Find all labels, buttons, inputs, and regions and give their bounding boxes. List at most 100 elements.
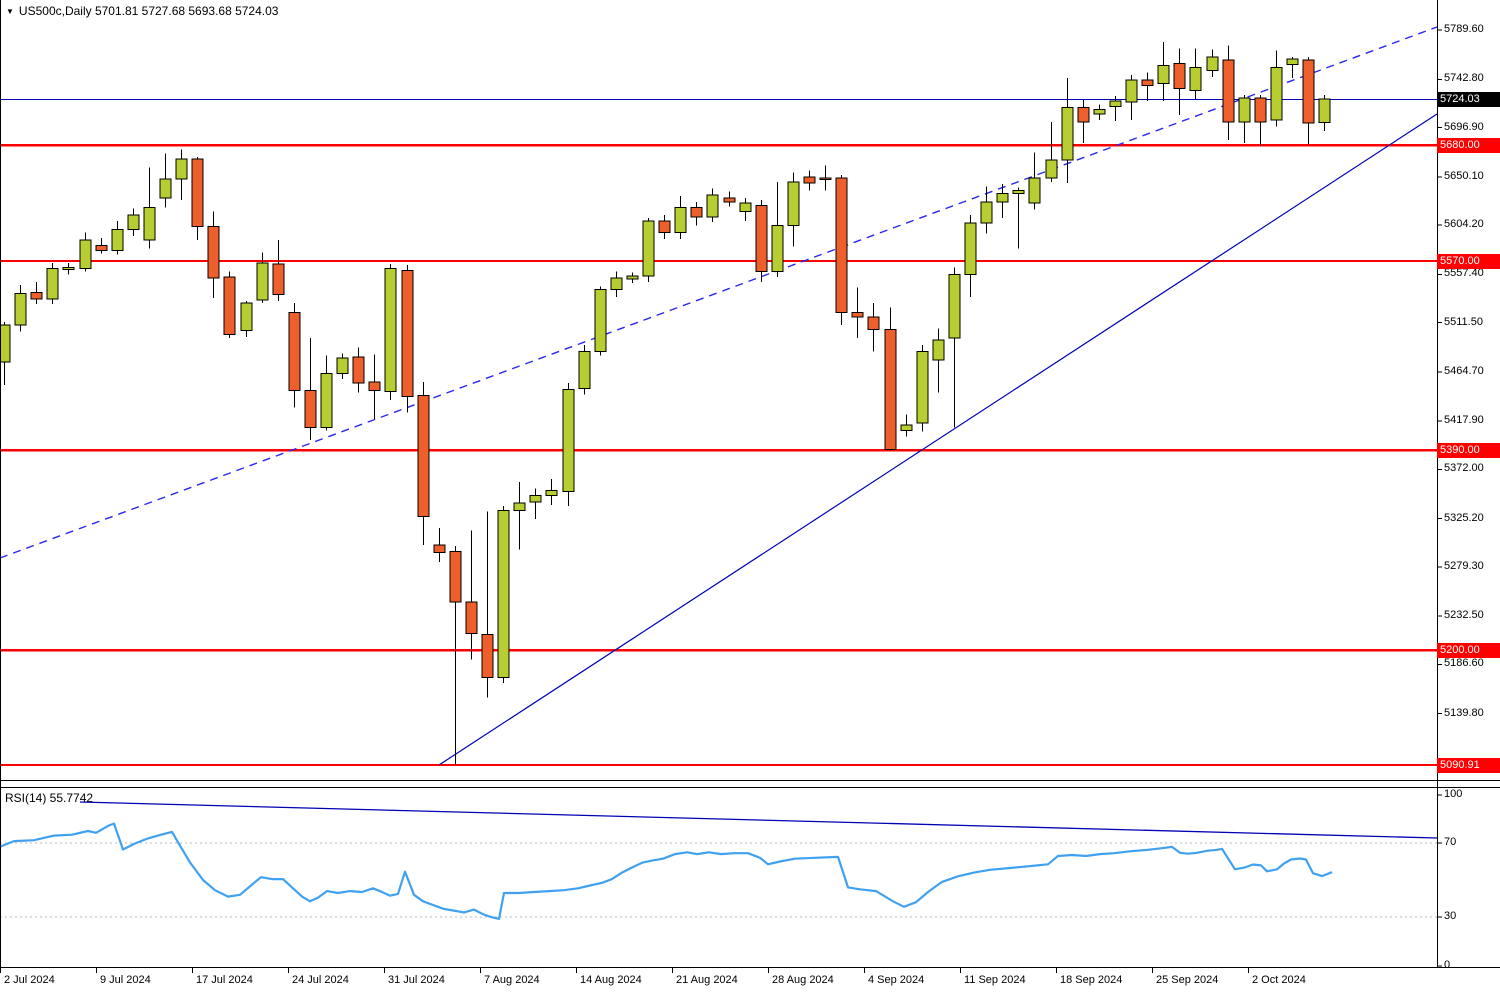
- candle-body: [755, 204, 768, 273]
- date-axis-label[interactable]: 7 Aug 2024: [484, 974, 540, 986]
- candle-body: [1012, 190, 1025, 195]
- price-axis-label[interactable]: 5742.80: [1444, 72, 1484, 85]
- candle-body: [948, 274, 961, 339]
- candle-body: [320, 373, 333, 428]
- date-axis-label[interactable]: 14 Aug 2024: [580, 974, 642, 986]
- candle-body: [723, 197, 736, 203]
- candle-body: [642, 220, 655, 277]
- rsi-axis-label[interactable]: 0: [1444, 959, 1451, 971]
- candle-body: [996, 193, 1009, 203]
- candle-body: [658, 220, 671, 234]
- candle-body: [304, 389, 317, 428]
- candle-body: [384, 267, 397, 392]
- candle-body: [1206, 56, 1219, 72]
- date-axis-label[interactable]: 9 Jul 2024: [100, 974, 151, 986]
- candle-body: [223, 276, 236, 336]
- price-axis-label[interactable]: 5417.90: [1444, 414, 1484, 427]
- date-axis-label[interactable]: 2 Oct 2024: [1252, 974, 1306, 986]
- candle-body: [787, 181, 800, 226]
- price-axis-label[interactable]: 5186.60: [1444, 657, 1484, 670]
- candle-body: [368, 381, 381, 391]
- candle-body: [433, 544, 446, 553]
- object-dropdown-triangle-icon[interactable]: ▼: [6, 7, 14, 16]
- candle-body: [1109, 100, 1122, 107]
- price-axis-label[interactable]: 5557.40: [1444, 267, 1484, 280]
- candle-body: [417, 395, 430, 518]
- price-axis-label[interactable]: 5139.80: [1444, 706, 1484, 719]
- candle-body: [191, 158, 204, 227]
- candle-body: [1061, 106, 1074, 161]
- rsi-axis-label[interactable]: 30: [1444, 910, 1457, 922]
- candle-body: [449, 550, 462, 603]
- date-axis-label[interactable]: 25 Sep 2024: [1156, 974, 1219, 986]
- candle-body: [1222, 59, 1235, 123]
- candle-body: [578, 351, 591, 389]
- date-axis-label[interactable]: 24 Jul 2024: [292, 974, 349, 986]
- price-axis-label[interactable]: 5279.30: [1444, 559, 1484, 572]
- rsi-curve: [0, 822, 1333, 921]
- candle-body: [980, 201, 993, 224]
- date-axis-label[interactable]: 21 Aug 2024: [676, 974, 738, 986]
- candle-body: [1077, 106, 1090, 123]
- candle-body: [900, 424, 913, 431]
- dashed-trendline[interactable]: [0, 26, 1438, 559]
- date-axis-label[interactable]: 2 Jul 2024: [4, 974, 55, 986]
- price-axis-label[interactable]: 5604.20: [1444, 218, 1484, 231]
- candle-body: [175, 158, 188, 180]
- candle-body: [143, 206, 156, 241]
- candle-body: [867, 316, 880, 330]
- candle-body: [1157, 64, 1170, 84]
- candle-body: [1254, 97, 1267, 123]
- price-axis-label[interactable]: 5650.10: [1444, 169, 1484, 182]
- rsi-axis-label[interactable]: 100: [1444, 788, 1463, 800]
- candle-body: [610, 277, 623, 290]
- candle-body: [835, 177, 848, 314]
- candle-body: [207, 225, 220, 279]
- candle-body: [771, 224, 784, 273]
- candle-body: [240, 302, 253, 331]
- price-axis-label[interactable]: 5232.50: [1444, 609, 1484, 622]
- price-axis-label[interactable]: 5511.50: [1444, 315, 1483, 328]
- candle-body: [803, 176, 816, 184]
- candle-body: [545, 489, 558, 497]
- chart-title-text: US500c,Daily 5701.81 5727.68 5693.68 572…: [18, 4, 279, 18]
- candle-body: [1189, 66, 1202, 92]
- candle-body: [513, 502, 526, 511]
- candle-body: [1173, 62, 1186, 90]
- date-axis-label[interactable]: 11 Sep 2024: [964, 974, 1026, 986]
- rsi-axis-label[interactable]: 70: [1444, 836, 1457, 848]
- price-axis-label[interactable]: 5464.70: [1444, 364, 1484, 377]
- candle-body: [1318, 98, 1331, 123]
- candle-body: [739, 202, 752, 213]
- candle-body: [30, 292, 43, 300]
- level-price-badge: 5390.00: [1437, 442, 1500, 458]
- candle-body: [1286, 58, 1299, 65]
- solid-trendline[interactable]: [438, 113, 1438, 766]
- candle-body: [79, 239, 92, 269]
- rsi-trendline[interactable]: [79, 801, 1438, 839]
- date-axis-label[interactable]: 4 Sep 2024: [868, 974, 925, 986]
- candle-body: [288, 312, 301, 391]
- price-axis-label[interactable]: 5696.90: [1444, 120, 1484, 133]
- candle-body: [465, 601, 478, 634]
- candle-body: [916, 351, 929, 424]
- candle-body: [14, 293, 27, 326]
- price-axis-label[interactable]: 5325.20: [1444, 511, 1484, 524]
- price-axis-label[interactable]: 5372.00: [1444, 462, 1484, 475]
- candle-body: [529, 495, 542, 503]
- candle-body: [1125, 79, 1138, 103]
- current-price-badge: 5724.03: [1437, 91, 1500, 107]
- date-axis-label[interactable]: 31 Jul 2024: [388, 974, 445, 986]
- candle-body: [884, 328, 897, 450]
- date-axis-label[interactable]: 17 Jul 2024: [196, 974, 253, 986]
- price-axis-label[interactable]: 5789.60: [1444, 23, 1484, 36]
- date-axis-label[interactable]: 28 Aug 2024: [772, 974, 834, 986]
- candle-body: [336, 357, 349, 375]
- date-axis-label[interactable]: 18 Sep 2024: [1060, 974, 1123, 986]
- candle-body: [932, 339, 945, 361]
- candle-body: [127, 214, 140, 230]
- candle-body: [1270, 66, 1283, 121]
- candle-body: [111, 228, 124, 252]
